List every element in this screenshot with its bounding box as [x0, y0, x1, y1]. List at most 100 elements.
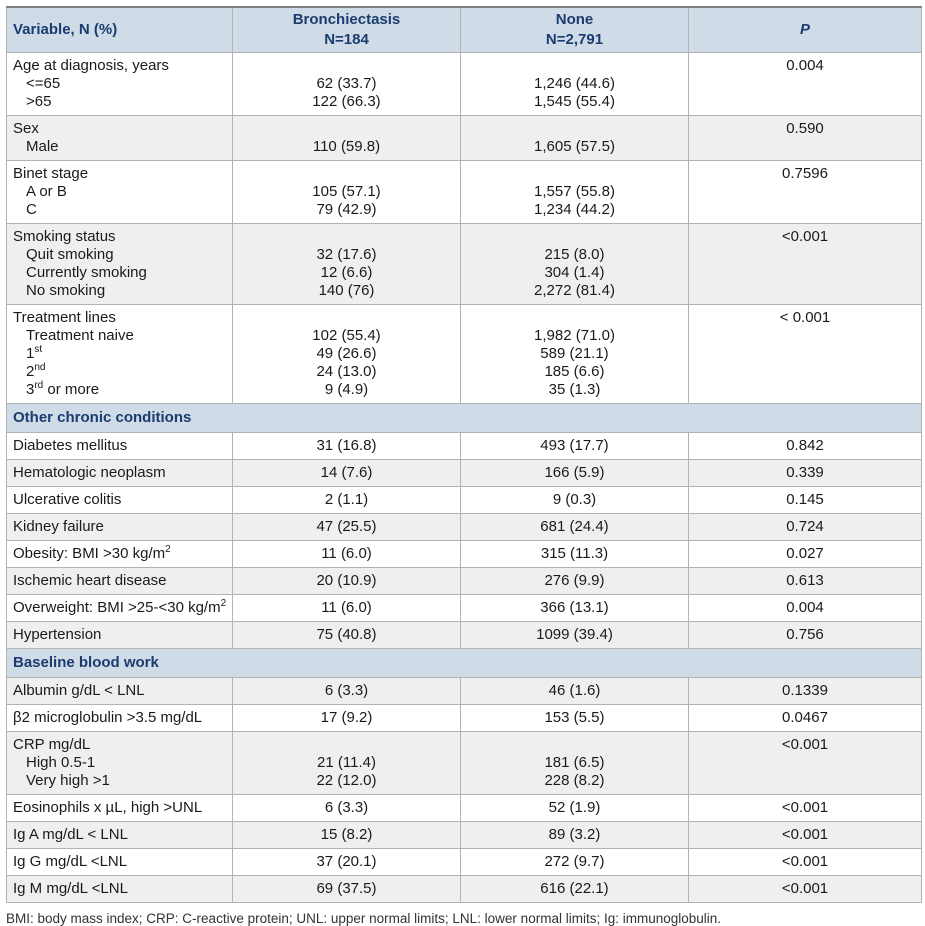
table-row: Sex Male 110 (59.8) 1,605 (57.5) 0.590 [6, 114, 922, 161]
cell-p-value: 0.004 [688, 593, 922, 622]
cell-bronchiectasis-value: 20 (10.9) [316, 571, 377, 589]
cell-none: 153 (5.5) [460, 703, 689, 732]
cell-bronchiectasis: 69 (37.5) [232, 874, 461, 903]
table-row: Ischemic heart disease 20 (10.9) 276 (9.9)… [6, 566, 922, 595]
cell-none-value: 315 (11.3) [540, 544, 609, 562]
cell-bronchiectasis: 17 (9.2) [232, 703, 461, 732]
cell-variable: Ig M mg/dL <LNL [6, 874, 233, 903]
variable-label: CRP mg/dL [13, 735, 91, 753]
cell-bronchiectasis-value [235, 165, 458, 183]
cell-variable: Ischemic heart disease [6, 566, 233, 595]
table-row: Eosinophils x µL, high >UNL 6 (3.3) 52 (1.… [6, 793, 922, 822]
cell-none-value: 228 (8.2) [544, 771, 605, 789]
cell-none-value [463, 57, 686, 75]
table-row: Age at diagnosis, years <=65 >65 62 (33.7)… [6, 51, 922, 116]
cell-bronchiectasis-value: 2 (1.1) [324, 490, 369, 508]
cell-bronchiectasis-value: 21 (11.4) [317, 753, 376, 771]
cell-none: 1,605 (57.5) [460, 114, 689, 161]
cell-none: 9 (0.3) [460, 485, 689, 514]
cell-variable: Kidney failure [6, 512, 233, 541]
cell-none-value: 1,246 (44.6) [534, 74, 615, 92]
cell-none: 1,246 (44.6) 1,545 (55.4) [460, 51, 689, 116]
cell-none-value: 1,557 (55.8) [534, 182, 615, 200]
cell-none-value: 276 (9.9) [544, 571, 605, 589]
cell-bronchiectasis-value: 22 (12.0) [316, 771, 377, 789]
variable-label: Ulcerative colitis [13, 490, 122, 508]
cell-p-value: <0.001 [688, 874, 922, 903]
cell-bronchiectasis: 62 (33.7) 122 (66.3) [232, 51, 461, 116]
cell-none-value: 1,234 (44.2) [534, 200, 615, 218]
cell-p-value: 0.7596 [688, 159, 922, 224]
cell-bronchiectasis-value: 140 (76) [318, 281, 375, 299]
cell-none: 493 (17.7) [460, 431, 689, 460]
cell-variable: Eosinophils x µL, high >UNL [6, 793, 233, 822]
variable-label: Hypertension [13, 625, 102, 643]
variable-label: Eosinophils x µL, high >UNL [13, 798, 203, 816]
cell-bronchiectasis-value [235, 309, 458, 327]
cell-bronchiectasis-value: 15 (8.2) [320, 825, 373, 843]
p-value: 0.590 [786, 119, 824, 137]
variable-label: <=65 [26, 74, 61, 92]
table-row: Obesity: BMI >30 kg/m2 11 (6.0) 315 (11.3)… [6, 539, 922, 568]
table-row: Ig G mg/dL <LNL 37 (20.1) 272 (9.7) <0.001 [6, 847, 922, 876]
column-header-bronchiectasis: Bronchiectasis N=184 [232, 6, 461, 53]
cell-none: 681 (24.4) [460, 512, 689, 541]
table-footnote: BMI: body mass index; CRP: C-reactive pr… [6, 910, 722, 926]
cell-bronchiectasis-value: 31 (16.8) [316, 436, 377, 454]
cell-p-value: 0.027 [688, 539, 922, 568]
cell-none: 166 (5.9) [460, 458, 689, 487]
p-value: <0.001 [781, 798, 829, 816]
cell-none-value [463, 309, 686, 327]
cell-none-value: 304 (1.4) [544, 263, 605, 281]
cell-bronchiectasis: 110 (59.8) [232, 114, 461, 161]
cell-p-value: < 0.001 [688, 303, 922, 404]
p-value: < 0.001 [779, 308, 831, 326]
cell-p-value: 0.339 [688, 458, 922, 487]
table-row: Ig M mg/dL <LNL 69 (37.5) 616 (22.1) <0.001 [6, 874, 922, 903]
cell-bronchiectasis-value: 102 (55.4) [312, 326, 381, 344]
cell-none-value: 46 (1.6) [548, 681, 601, 699]
cell-bronchiectasis-value: 122 (66.3) [312, 92, 381, 110]
p-value: 0.1339 [782, 681, 828, 699]
cell-none-value: 215 (8.0) [544, 245, 605, 263]
table-row: Albumin g/dL < LNL 6 (3.3) 46 (1.6) 0.1339 [6, 676, 922, 705]
cell-p-value: 0.590 [688, 114, 922, 161]
p-value: 0.339 [786, 463, 824, 481]
table-row: Hematologic neoplasm 14 (7.6) 166 (5.9) 0.3… [6, 458, 922, 487]
cell-none: 215 (8.0) 304 (1.4) 2,272 (81.4) [460, 222, 689, 305]
variable-label: β2 microglobulin >3.5 mg/dL [13, 708, 203, 726]
cell-p-value: <0.001 [688, 793, 922, 822]
cell-bronchiectasis: 21 (11.4) 22 (12.0) [232, 730, 461, 795]
column-header-p: P [688, 6, 922, 53]
cell-p-value: 0.613 [688, 566, 922, 595]
variable-label: Binet stage [13, 164, 89, 182]
column-header-none-name: None [555, 10, 594, 28]
cell-bronchiectasis: 105 (57.1) 79 (42.9) [232, 159, 461, 224]
cell-none: 276 (9.9) [460, 566, 689, 595]
cell-none-value: 9 (0.3) [552, 490, 597, 508]
cell-bronchiectasis-value [235, 736, 458, 754]
cell-bronchiectasis: 14 (7.6) [232, 458, 461, 487]
p-value: 0.145 [786, 490, 824, 508]
cell-none-value: 272 (9.7) [544, 852, 605, 870]
cell-none-value: 185 (6.6) [544, 362, 605, 380]
cell-none-value [463, 120, 686, 138]
cell-bronchiectasis-value: 14 (7.6) [320, 463, 373, 481]
table-row: β2 microglobulin >3.5 mg/dL 17 (9.2) 153 (… [6, 703, 922, 732]
cell-p-value: 0.1339 [688, 676, 922, 705]
cell-p-value: 0.0467 [688, 703, 922, 732]
cell-none: 1099 (39.4) [460, 620, 689, 649]
cell-none-value: 52 (1.9) [548, 798, 601, 816]
cell-bronchiectasis-value [235, 57, 458, 75]
table-row: Ig A mg/dL < LNL 15 (8.2) 89 (3.2) <0.001 [6, 820, 922, 849]
cell-bronchiectasis: 75 (40.8) [232, 620, 461, 649]
cell-variable: Sex Male [6, 114, 233, 161]
cell-variable: Overweight: BMI >25-<30 kg/m2 [6, 593, 233, 622]
cell-variable: Hypertension [6, 620, 233, 649]
table-row: Kidney failure 47 (25.5) 681 (24.4) 0.724 [6, 512, 922, 541]
cell-none: 1,557 (55.8) 1,234 (44.2) [460, 159, 689, 224]
variable-label: C [26, 200, 37, 218]
table-body: Age at diagnosis, years <=65 >65 62 (33.7)… [6, 51, 922, 903]
cell-none-value: 1,605 (57.5) [534, 137, 615, 155]
cell-p-value: 0.145 [688, 485, 922, 514]
